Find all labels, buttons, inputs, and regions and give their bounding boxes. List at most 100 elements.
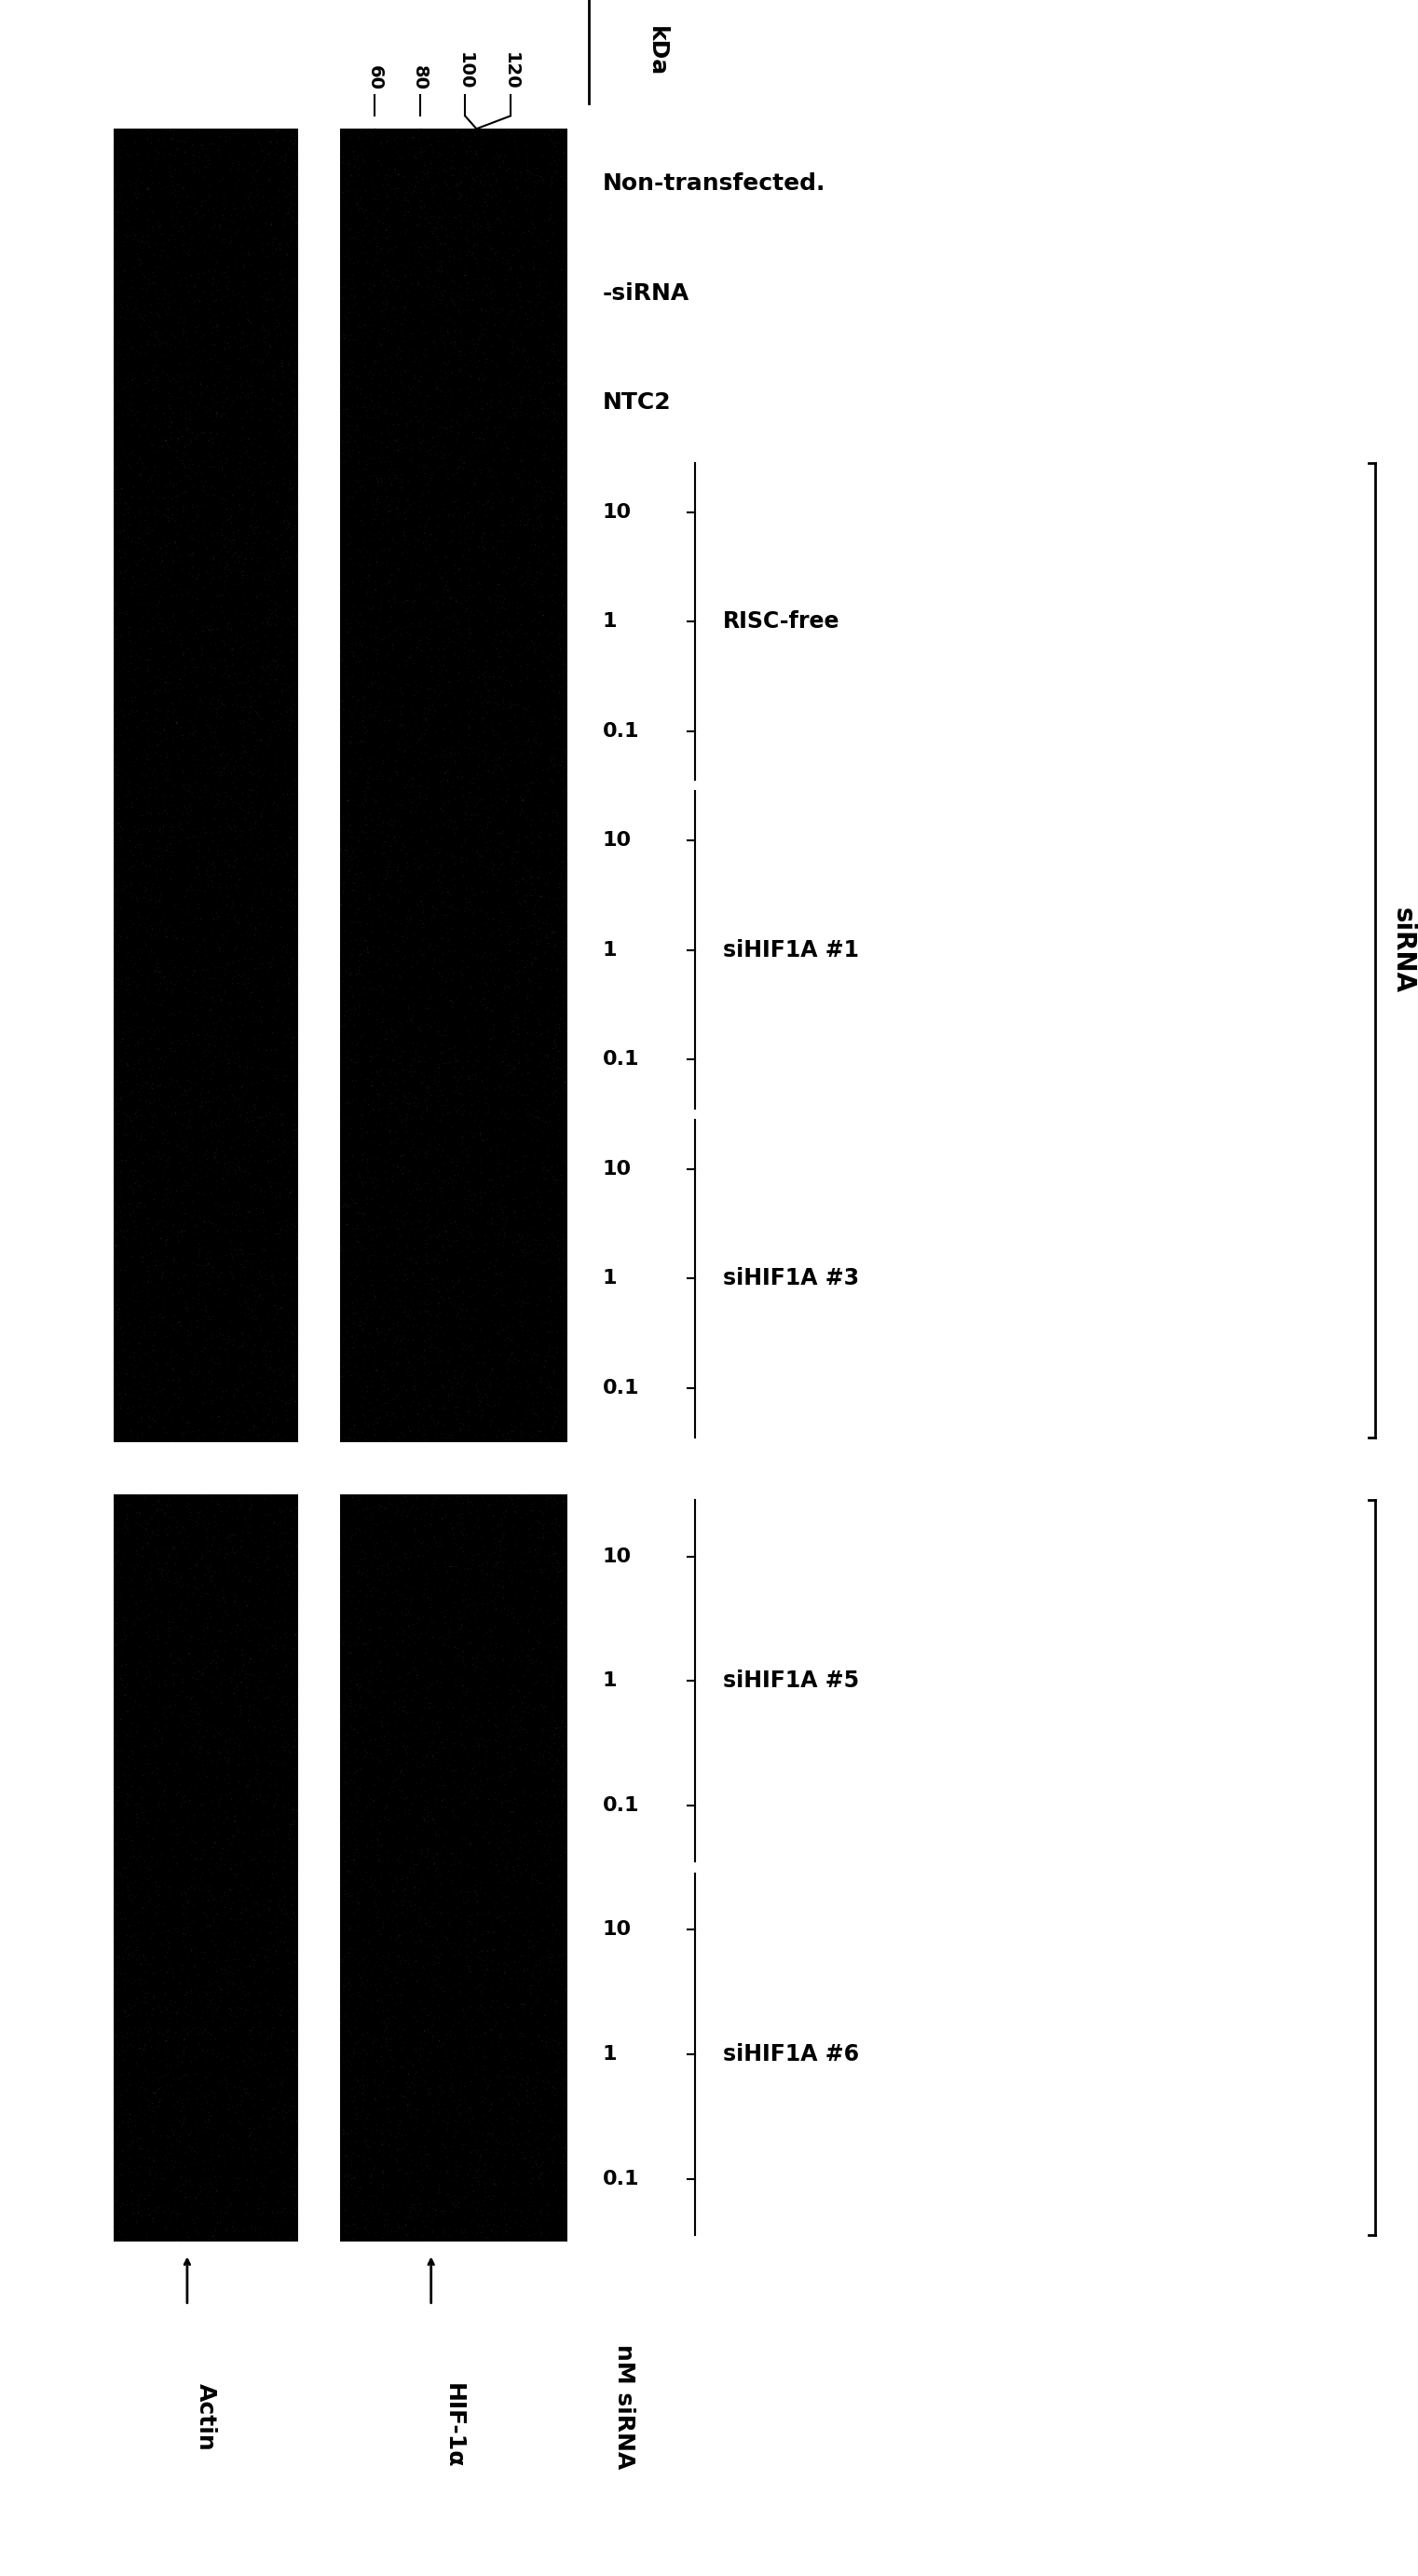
Point: [237, 1700, 259, 1741]
Point: [493, 137, 516, 178]
Point: [201, 1203, 224, 1244]
Point: [435, 595, 458, 636]
Point: [554, 1618, 577, 1659]
Point: [468, 487, 491, 528]
Point: [109, 2143, 132, 2184]
Point: [284, 2184, 306, 2226]
Point: [132, 252, 155, 294]
Point: [526, 2092, 549, 2133]
Point: [540, 912, 563, 953]
Point: [138, 2174, 160, 2215]
Point: [265, 440, 288, 482]
Point: [516, 2071, 539, 2112]
Point: [424, 670, 447, 711]
Point: [245, 1170, 268, 1211]
Point: [251, 1721, 274, 1762]
Point: [160, 1023, 183, 1064]
Point: [444, 198, 467, 240]
Point: [121, 111, 143, 152]
Point: [245, 2053, 268, 2094]
Point: [356, 804, 379, 845]
Point: [484, 1036, 506, 1077]
Point: [366, 482, 389, 523]
Point: [201, 258, 224, 299]
Point: [272, 2099, 295, 2141]
Point: [149, 809, 172, 850]
Point: [339, 2050, 362, 2092]
Point: [345, 355, 367, 397]
Point: [187, 1234, 210, 1275]
Point: [245, 873, 268, 914]
Point: [258, 564, 281, 605]
Point: [200, 989, 223, 1030]
Point: [540, 1718, 563, 1759]
Point: [474, 902, 496, 943]
Point: [191, 1829, 214, 1870]
Point: [211, 1188, 234, 1229]
Point: [255, 1038, 278, 1079]
Point: [244, 858, 267, 899]
Point: [423, 1515, 445, 1556]
Point: [122, 1855, 145, 1896]
Point: [543, 397, 566, 438]
Point: [486, 1131, 509, 1172]
Point: [275, 742, 298, 783]
Point: [342, 1303, 364, 1345]
Point: [423, 1844, 445, 1886]
Point: [272, 2027, 295, 2069]
Point: [170, 1873, 193, 1914]
Point: [359, 397, 381, 438]
Point: [108, 587, 130, 629]
Point: [225, 2092, 248, 2133]
Point: [140, 804, 163, 845]
Point: [462, 1919, 485, 1960]
Point: [457, 1558, 479, 1600]
Point: [186, 1226, 208, 1267]
Point: [125, 1280, 147, 1321]
Point: [332, 1965, 354, 2007]
Point: [434, 1726, 457, 1767]
Point: [467, 1607, 489, 1649]
Point: [450, 2094, 472, 2136]
Point: [274, 708, 296, 750]
Point: [225, 1667, 248, 1708]
Point: [128, 809, 150, 850]
Point: [401, 935, 424, 976]
Point: [505, 1365, 527, 1406]
Point: [508, 811, 530, 853]
Point: [434, 1010, 457, 1051]
Point: [242, 623, 265, 665]
Point: [452, 1564, 475, 1605]
Point: [129, 1855, 152, 1896]
Point: [274, 1790, 296, 1832]
Point: [228, 1229, 251, 1270]
Point: [387, 1309, 410, 1350]
Point: [381, 1571, 404, 1613]
Point: [414, 2205, 437, 2246]
Point: [519, 1414, 542, 1455]
Point: [411, 1857, 434, 1899]
Point: [522, 507, 545, 549]
Point: [532, 1654, 554, 1695]
Point: [530, 1641, 553, 1682]
Point: [285, 353, 308, 394]
Point: [450, 1971, 472, 2012]
Point: [162, 909, 184, 951]
Point: [467, 1370, 489, 1412]
Point: [501, 1747, 523, 1788]
Point: [431, 433, 454, 474]
Point: [258, 147, 281, 188]
Point: [387, 1316, 410, 1358]
Point: [471, 698, 493, 739]
Point: [129, 1337, 152, 1378]
Point: [133, 907, 156, 948]
Point: [349, 1976, 372, 2017]
Point: [506, 1680, 529, 1721]
Point: [489, 134, 512, 175]
Point: [457, 559, 479, 600]
Point: [373, 270, 396, 312]
Point: [130, 1018, 153, 1059]
Point: [362, 270, 384, 312]
Point: [123, 1906, 146, 1947]
Point: [333, 440, 356, 482]
